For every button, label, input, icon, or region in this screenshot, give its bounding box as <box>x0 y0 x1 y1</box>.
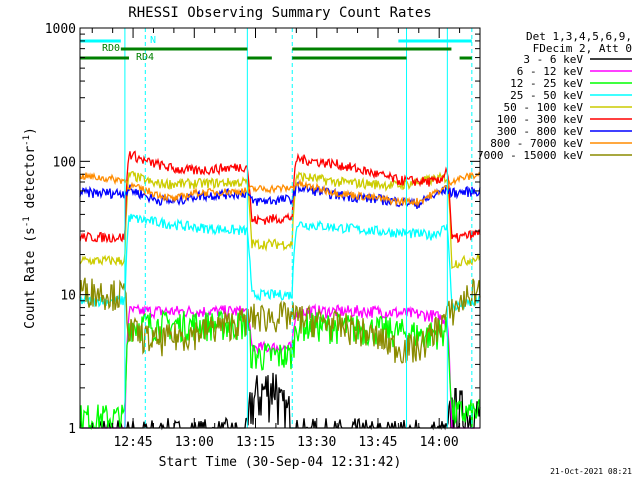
plot-frame <box>79 27 481 429</box>
series-layer <box>79 150 481 431</box>
y-axis-label-sup1: -1 <box>22 216 32 227</box>
axis-layer: 1 10 100 1000 12:45 13:00 13:15 13:30 13:45 14:00 <box>45 22 481 450</box>
x-tick-label: 13:45 <box>358 435 397 450</box>
timestamp: 21-Oct-2021 08:21 <box>550 467 632 476</box>
flag-label-rd0: RD0 <box>102 43 120 54</box>
x-tick-label: 13:00 <box>175 435 214 450</box>
x-tick-label: 14:00 <box>420 435 459 450</box>
x-axis-label: Start Time (30-Sep-04 12:31:42) <box>159 455 402 470</box>
series-line <box>79 171 481 208</box>
legend-label: 50 - 100 keV <box>504 101 584 114</box>
y-axis-label-sup2: -1 <box>22 135 32 146</box>
legend-label: 3 - 6 keV <box>523 53 583 66</box>
y-axis-label-main: Count Rate (s <box>23 227 38 329</box>
y-axis-label-mid: detector <box>23 146 38 217</box>
legend-label: 100 - 300 keV <box>497 113 583 126</box>
y-axis-label: Count Rate (s-1 detector-1) <box>22 127 38 329</box>
y-tick-label: 100 <box>53 155 76 170</box>
legend-label: 25 - 50 keV <box>510 89 583 102</box>
legend-label: 7000 - 15000 keV <box>477 149 583 162</box>
series-line <box>79 277 481 364</box>
series-line <box>79 150 481 244</box>
y-axis-label-end: ) <box>23 127 38 135</box>
legend: Det 1,3,4,5,6,9, FDecim 2, Att 0 3 - 6 k… <box>477 30 632 162</box>
legend-header-2: FDecim 2, Att 0 <box>533 42 632 55</box>
legend-label: 6 - 12 keV <box>517 65 584 78</box>
y-tick-label: 10 <box>60 289 76 304</box>
legend-header-1: Det 1,3,4,5,6,9, <box>526 30 632 43</box>
legend-label: 300 - 800 keV <box>497 125 583 138</box>
series-line <box>79 213 481 312</box>
legend-label: 800 - 7000 keV <box>490 137 583 150</box>
legend-label: 12 - 25 keV <box>510 77 583 90</box>
flag-label-n: N <box>150 35 156 46</box>
series-line <box>79 309 481 431</box>
x-tick-label: 12:45 <box>113 435 152 450</box>
annotation-layer: N RD0 RD4 <box>80 28 473 428</box>
y-tick-label: 1000 <box>45 22 76 37</box>
y-tick-label: 1 <box>68 422 76 437</box>
x-tick-label: 13:15 <box>236 435 275 450</box>
x-tick-label: 13:30 <box>297 435 336 450</box>
chart-title: RHESSI Observing Summary Count Rates <box>128 5 431 21</box>
flag-label-rd4: RD4 <box>136 52 154 63</box>
